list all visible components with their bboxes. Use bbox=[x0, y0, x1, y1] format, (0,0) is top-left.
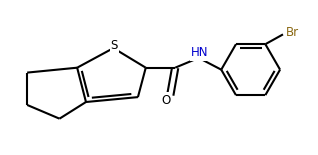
Text: HN: HN bbox=[191, 46, 208, 60]
Text: O: O bbox=[162, 94, 171, 106]
Text: Br: Br bbox=[286, 26, 299, 39]
Text: S: S bbox=[111, 39, 118, 52]
